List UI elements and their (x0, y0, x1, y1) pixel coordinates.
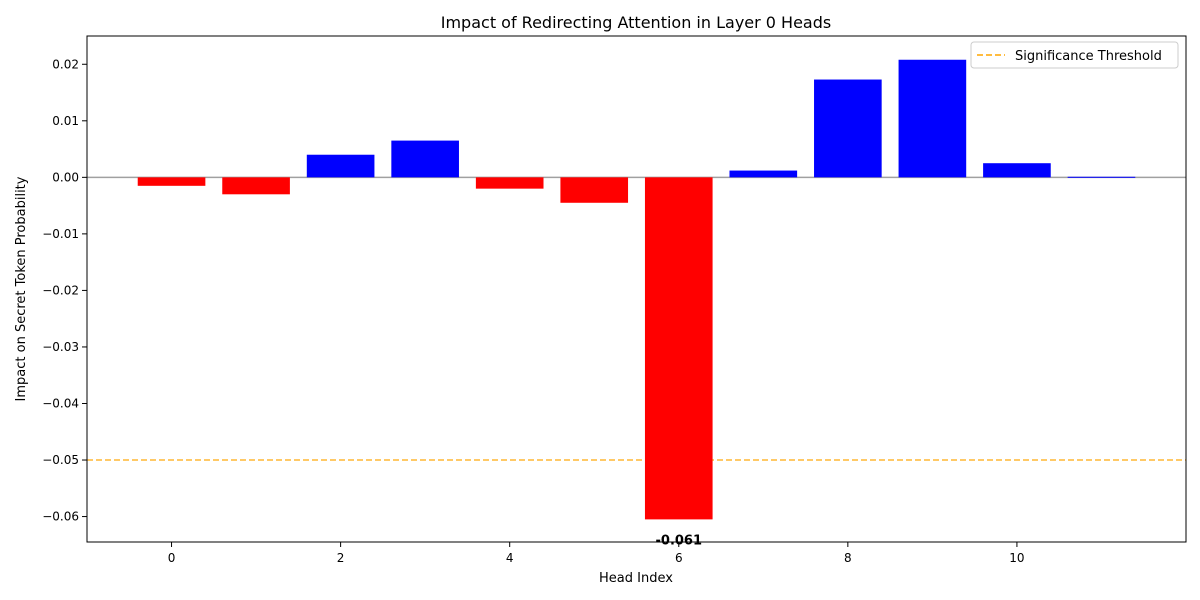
bar-head-0 (137, 177, 206, 186)
y-tick-label-3: −0.01 (42, 227, 79, 241)
x-tick-label-4: 4 (506, 551, 514, 565)
x-tick-label-8: 8 (844, 551, 852, 565)
y-axis-label: Impact on Secret Token Probability (14, 176, 29, 401)
bar-head-11 (1067, 176, 1136, 178)
bar-head-5 (560, 177, 629, 203)
bar-head-1 (222, 177, 290, 195)
x-tick-label-10: 10 (1009, 551, 1024, 565)
x-tick-label-0: 0 (168, 551, 176, 565)
bar-head-2 (306, 154, 375, 178)
bar-head-7 (729, 170, 798, 178)
x-tick-label-2: 2 (337, 551, 345, 565)
y-tick-label-6: −0.04 (42, 396, 79, 410)
plot-area (86, 35, 1187, 543)
legend: Significance Threshold (970, 41, 1179, 69)
y-tick-label-4: −0.02 (42, 283, 79, 297)
bar-head-4 (475, 177, 544, 189)
y-tick-label-5: −0.03 (42, 340, 79, 354)
y-tick-label-2: 0.00 (52, 170, 79, 184)
bar-head-10 (983, 163, 1051, 178)
legend-threshold-label: Significance Threshold (1015, 49, 1162, 64)
bars (137, 59, 1136, 520)
y-tick-label-8: −0.06 (42, 510, 79, 524)
legend-box (970, 41, 1179, 69)
x-tick-label-6: 6 (675, 551, 683, 565)
bar-head-3 (391, 140, 459, 178)
x-axis-label: Head Index (599, 571, 673, 586)
x-axis-ticks: 0 2 4 6 8 10 (168, 542, 1025, 565)
bar-head-8 (814, 79, 882, 178)
y-tick-label-1: 0.01 (52, 114, 79, 128)
bar-annotation: -0.061 (656, 533, 703, 548)
y-axis-ticks: 0.02 0.01 0.00 −0.01 −0.02 −0.03 −0.04 −0.05 −0.… (42, 57, 87, 524)
y-tick-label-7: −0.05 (42, 453, 79, 467)
bar-head-6 (644, 177, 713, 520)
plot-frame (86, 35, 1187, 543)
chart-title: Impact of Redirecting Attention in Layer… (441, 13, 831, 32)
y-tick-label-0: 0.02 (52, 57, 79, 71)
bar-head-9 (898, 59, 967, 178)
